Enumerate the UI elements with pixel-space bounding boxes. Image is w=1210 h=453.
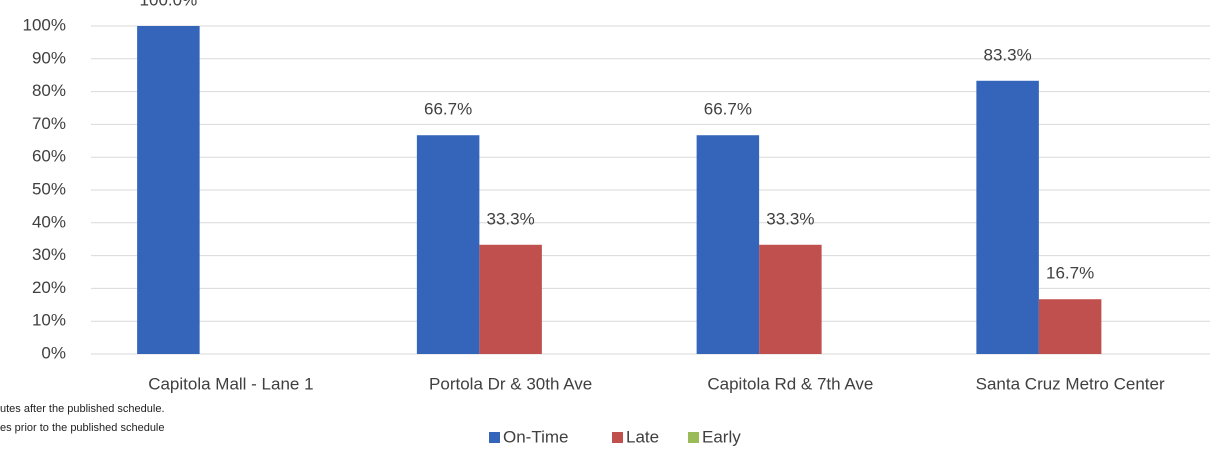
footnote: es prior to the published schedule	[0, 422, 165, 434]
data-label: 33.3%	[487, 209, 535, 228]
bar	[416, 135, 480, 354]
y-tick-label: 50%	[32, 179, 66, 198]
legend-label: On-Time	[503, 427, 569, 446]
x-tick-label: Capitola Rd & 7th Ave	[707, 374, 873, 393]
y-tick-label: 80%	[32, 81, 66, 100]
data-label: 66.7%	[704, 100, 752, 119]
y-tick-label: 0%	[41, 343, 66, 362]
bar	[696, 135, 760, 354]
legend-label: Early	[702, 427, 741, 446]
data-label: 33.3%	[766, 209, 814, 228]
x-tick-label: Santa Cruz Metro Center	[976, 374, 1165, 393]
y-tick-label: 100%	[23, 15, 66, 34]
legend-swatch	[489, 432, 500, 443]
x-tick-label: Portola Dr & 30th Ave	[429, 374, 592, 393]
data-label: 83.3%	[984, 45, 1032, 64]
bar	[137, 26, 200, 354]
bar	[759, 244, 822, 354]
y-tick-label: 70%	[32, 114, 66, 133]
y-tick-label: 40%	[32, 212, 66, 231]
legend-label: Late	[626, 427, 659, 446]
data-label: 16.7%	[1046, 264, 1094, 283]
footnote: utes after the published schedule.	[0, 403, 165, 415]
data-label: 100.0%	[140, 0, 198, 9]
bar	[1038, 299, 1102, 354]
legend-swatch	[612, 432, 623, 443]
y-tick-label: 20%	[32, 278, 66, 297]
data-label: 66.7%	[424, 100, 472, 119]
legend-swatch	[688, 432, 699, 443]
y-tick-label: 30%	[32, 245, 66, 264]
y-tick-label: 60%	[32, 147, 66, 166]
x-tick-label: Capitola Mall - Lane 1	[148, 374, 313, 393]
bar	[479, 244, 542, 354]
y-tick-label: 90%	[32, 48, 66, 67]
bar	[976, 80, 1039, 354]
y-tick-label: 10%	[32, 311, 66, 330]
